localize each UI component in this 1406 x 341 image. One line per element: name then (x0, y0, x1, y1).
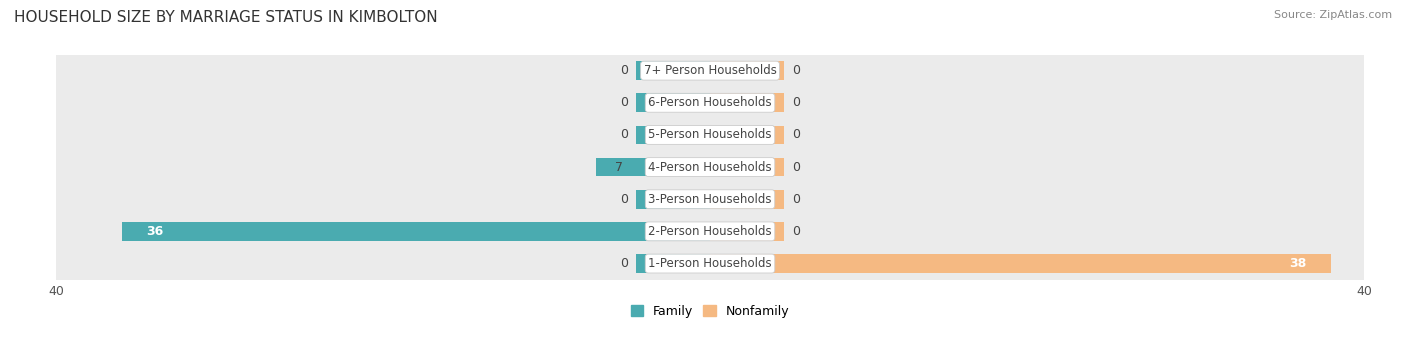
Text: 5-Person Households: 5-Person Households (648, 129, 772, 142)
Text: 0: 0 (792, 96, 800, 109)
Bar (710, 158, 783, 176)
Text: 0: 0 (792, 129, 800, 142)
Text: 0: 0 (620, 64, 628, 77)
FancyBboxPatch shape (53, 148, 1367, 186)
Bar (637, 125, 710, 144)
Text: 36: 36 (146, 225, 163, 238)
Bar (637, 254, 710, 273)
Bar (637, 93, 710, 112)
Text: 38: 38 (1289, 257, 1306, 270)
Text: 0: 0 (792, 64, 800, 77)
Text: 1-Person Households: 1-Person Households (648, 257, 772, 270)
Text: 2-Person Households: 2-Person Households (648, 225, 772, 238)
Bar (710, 222, 783, 241)
Legend: Family, Nonfamily: Family, Nonfamily (626, 300, 794, 323)
FancyBboxPatch shape (53, 180, 1367, 218)
Bar (637, 190, 710, 209)
FancyBboxPatch shape (53, 212, 1367, 250)
FancyBboxPatch shape (53, 84, 1367, 122)
Text: 0: 0 (620, 257, 628, 270)
Text: 0: 0 (792, 161, 800, 174)
Text: 7+ Person Households: 7+ Person Households (644, 64, 776, 77)
Bar (637, 61, 710, 80)
FancyBboxPatch shape (53, 52, 1367, 90)
Bar (121, 222, 710, 241)
FancyBboxPatch shape (53, 116, 1367, 154)
Bar (710, 61, 783, 80)
Bar (710, 254, 1331, 273)
Text: 3-Person Households: 3-Person Households (648, 193, 772, 206)
Text: HOUSEHOLD SIZE BY MARRIAGE STATUS IN KIMBOLTON: HOUSEHOLD SIZE BY MARRIAGE STATUS IN KIM… (14, 10, 437, 25)
FancyBboxPatch shape (53, 244, 1367, 282)
Bar (710, 125, 783, 144)
Text: 7: 7 (616, 161, 623, 174)
Text: 4-Person Households: 4-Person Households (648, 161, 772, 174)
Text: 6-Person Households: 6-Person Households (648, 96, 772, 109)
Bar (596, 158, 710, 176)
Text: 0: 0 (792, 225, 800, 238)
Text: 0: 0 (620, 129, 628, 142)
Text: 0: 0 (620, 193, 628, 206)
Bar (710, 93, 783, 112)
Text: Source: ZipAtlas.com: Source: ZipAtlas.com (1274, 10, 1392, 20)
Text: 0: 0 (792, 193, 800, 206)
Text: 0: 0 (620, 96, 628, 109)
Bar (710, 190, 783, 209)
